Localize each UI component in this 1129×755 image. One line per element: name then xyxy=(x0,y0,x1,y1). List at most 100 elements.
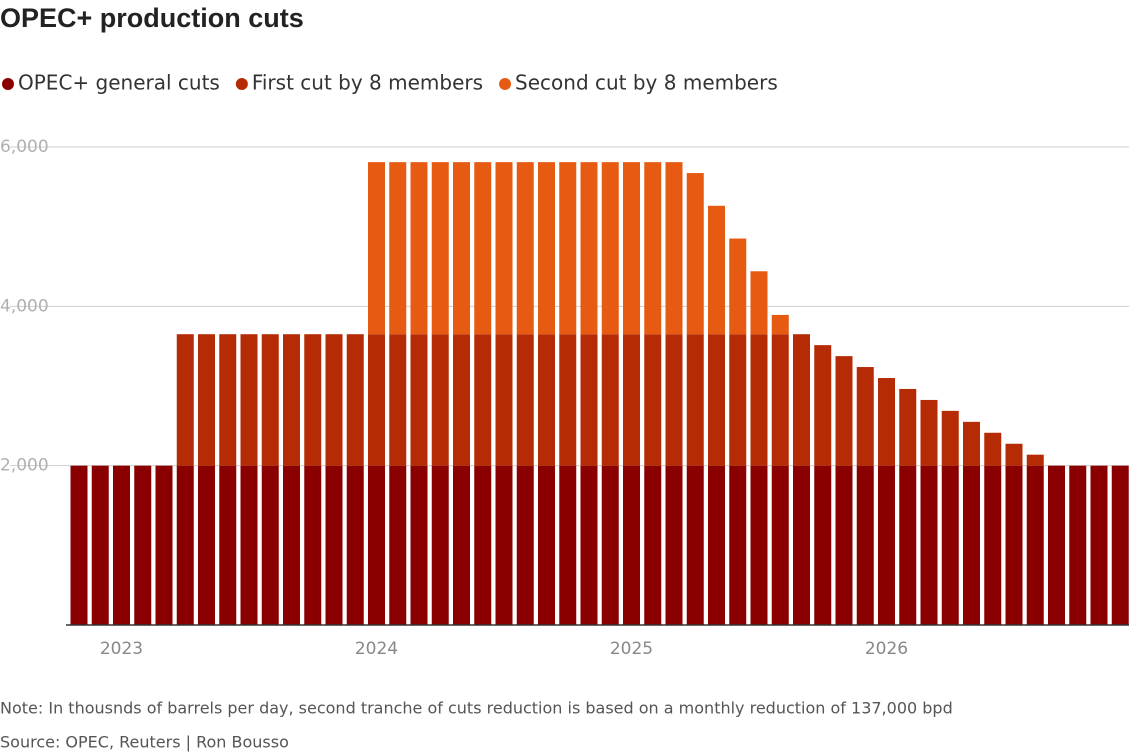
bar-segment xyxy=(793,465,810,625)
bar-segment xyxy=(453,465,470,625)
bar-segment xyxy=(219,334,237,466)
legend-label: First cut by 8 members xyxy=(252,71,483,95)
bar-segment xyxy=(325,465,343,625)
bar-segment xyxy=(708,334,725,466)
bar-segment xyxy=(750,334,768,466)
x-tick-label: 2025 xyxy=(610,639,653,659)
bar-segment xyxy=(601,465,619,625)
legend-swatch xyxy=(499,78,512,90)
bar-segment xyxy=(941,465,959,625)
bar-segment xyxy=(559,162,577,335)
bar-segment xyxy=(389,162,407,335)
bar-segment xyxy=(368,334,385,466)
bar-segment xyxy=(219,465,237,625)
y-tick-label: 2,000 xyxy=(0,456,49,476)
bar-segment xyxy=(1026,465,1044,625)
bar-segment xyxy=(410,334,428,466)
bar-segment xyxy=(708,205,725,335)
bar-segment xyxy=(644,162,662,335)
bar-segment xyxy=(601,162,619,335)
bar-segment xyxy=(814,345,832,466)
bar-segment xyxy=(325,334,343,466)
bar-segment xyxy=(410,162,428,335)
x-tick-label: 2024 xyxy=(355,639,398,659)
bar-segment xyxy=(431,334,449,466)
bar-segment xyxy=(580,465,598,625)
bar-segment xyxy=(261,334,279,466)
bar-segment xyxy=(474,334,492,466)
legend-label: OPEC+ general cuts xyxy=(18,71,220,95)
bar-segment xyxy=(814,465,832,625)
bar-segment xyxy=(793,334,810,466)
bar-segment xyxy=(538,465,555,625)
bar-segment xyxy=(70,465,88,625)
bar-segment xyxy=(963,421,980,466)
bar-segment xyxy=(729,238,747,335)
bar-segment xyxy=(389,465,407,625)
bar-segment xyxy=(878,465,895,625)
bar-segment xyxy=(474,162,492,335)
bar-segment xyxy=(240,334,258,466)
legend-swatch xyxy=(2,78,14,90)
bar-segment xyxy=(623,465,640,625)
bar-segment xyxy=(283,334,300,466)
bar-segment xyxy=(1005,465,1023,625)
bar-segment xyxy=(538,162,555,335)
bar-segment xyxy=(410,465,428,625)
plot: 2,000 4,000 6,000 2023 2024 2025 2026 xyxy=(0,137,1129,659)
bar-segment xyxy=(601,334,619,466)
bar-segment xyxy=(559,334,577,466)
bar-segment xyxy=(644,465,662,625)
bar-segment xyxy=(516,334,534,466)
bar-segment xyxy=(113,465,130,625)
bar-segment xyxy=(623,334,640,466)
bar-segment xyxy=(346,334,364,466)
bar-segment xyxy=(708,465,725,625)
bar-segment xyxy=(580,162,598,335)
bar-segment xyxy=(984,465,1002,625)
bar-segment xyxy=(686,334,704,466)
bar-segment xyxy=(941,410,959,466)
bar-segment xyxy=(176,465,194,625)
bar-segment xyxy=(750,465,768,625)
bar-segment xyxy=(198,334,215,466)
bar-segment xyxy=(750,271,768,335)
bar-segment xyxy=(155,465,173,625)
bar-segment xyxy=(495,162,513,335)
bar-segment xyxy=(240,465,258,625)
bar-segment xyxy=(1005,443,1023,466)
bar-segment xyxy=(686,465,704,625)
bar-segment xyxy=(346,465,364,625)
bar-segment xyxy=(453,162,470,335)
bar-segment xyxy=(835,465,853,625)
legend: OPEC+ general cuts First cut by 8 members… xyxy=(2,71,778,95)
bar-segment xyxy=(899,388,917,466)
source: Source: OPEC, Reuters | Ron Bousso xyxy=(0,733,289,752)
bar-segment xyxy=(453,334,470,466)
bar-segment xyxy=(686,173,704,335)
bar-segment xyxy=(304,334,322,466)
bar-segment xyxy=(729,334,747,466)
bar-segment xyxy=(623,162,640,335)
bar-segment xyxy=(984,432,1002,466)
bar-segment xyxy=(495,465,513,625)
bar-segment xyxy=(771,465,789,625)
y-tick-label: 6,000 xyxy=(0,137,49,157)
bar-segment xyxy=(665,465,683,625)
bar-segment xyxy=(304,465,322,625)
legend-swatch xyxy=(235,78,248,90)
bar-segment xyxy=(665,334,683,466)
x-tick-label: 2023 xyxy=(100,639,143,659)
bar-segment xyxy=(538,334,555,466)
bar-segment xyxy=(771,314,789,335)
bar-segment xyxy=(283,465,300,625)
bar-segment xyxy=(431,162,449,335)
bar-segment xyxy=(920,465,938,625)
bar-segment xyxy=(1111,465,1129,625)
note: Note: In thousnds of barrels per day, se… xyxy=(0,699,953,718)
bar-segment xyxy=(1026,454,1044,466)
bar-segment xyxy=(856,465,874,625)
bar-segment xyxy=(91,465,109,625)
legend-label: Second cut by 8 members xyxy=(515,71,778,95)
